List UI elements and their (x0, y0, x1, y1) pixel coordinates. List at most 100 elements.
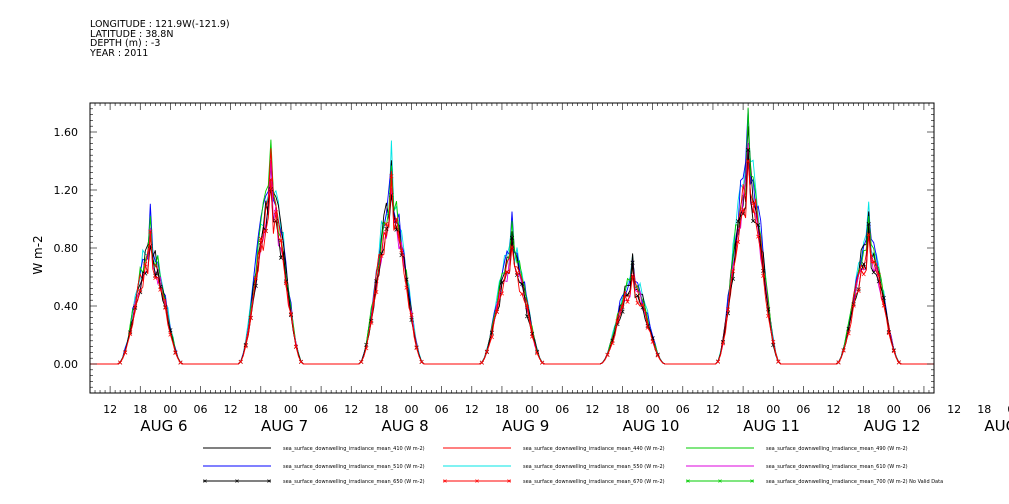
x-hour-tick-label: 00 (1007, 403, 1009, 416)
series-marker-7 (871, 259, 876, 264)
x-day-label: AUG 10 (623, 417, 680, 435)
series-line-5 (90, 142, 934, 365)
year-text: YEAR : 2011 (90, 47, 149, 59)
series-marker-7 (846, 331, 851, 336)
series-line-0 (90, 126, 934, 365)
x-hour-tick-label: 00 (646, 403, 660, 416)
series-marker-7 (158, 287, 163, 292)
series-marker-7 (288, 312, 293, 317)
x-day-label: AUG 13 (984, 417, 1009, 435)
series-marker-6 (399, 253, 404, 258)
series-marker-7 (650, 339, 655, 344)
series-marker-7 (173, 350, 178, 355)
series-marker-7 (856, 288, 861, 294)
series-marker-6 (881, 295, 886, 301)
series-marker-7 (384, 221, 389, 227)
x-hour-tick-label: 18 (977, 403, 991, 416)
y-tick-label: 1.20 (54, 184, 79, 197)
series-marker-7 (896, 360, 901, 365)
series-line-6 (90, 149, 934, 365)
series-marker-7 (876, 273, 881, 278)
series-marker-6 (630, 260, 635, 265)
series-marker-7 (273, 210, 278, 215)
x-hour-tick-label: 00 (405, 403, 419, 416)
series-marker-7 (504, 269, 510, 274)
y-tick-label: 0.80 (54, 242, 79, 255)
series-marker-7 (394, 216, 399, 221)
x-hour-tick-label: 06 (435, 403, 449, 416)
series-marker-7 (771, 339, 776, 344)
legend-label-3: sea_surface_downwelling_irradiance_mean_… (283, 464, 425, 470)
legend-marker-7 (507, 479, 511, 483)
legend-marker-7 (443, 479, 447, 483)
x-hour-tick-label: 12 (103, 403, 117, 416)
x-hour-tick-label: 12 (827, 403, 841, 416)
series-marker-7 (278, 238, 283, 243)
series-marker-7 (776, 359, 781, 364)
series-marker-7 (610, 341, 615, 346)
legend-label-5: sea_surface_downwelling_irradiance_mean_… (766, 464, 908, 470)
series-marker-7 (891, 348, 896, 354)
axes-layer: 12 18 00 06 12 18 00 06 12 18 00 06 12 18 00 06 12 18 00 06… (54, 102, 1009, 435)
x-hour-tick-label: 00 (525, 403, 539, 416)
series-marker-6 (761, 268, 766, 273)
series-marker-7 (379, 253, 384, 258)
x-hour-tick-label: 18 (736, 403, 750, 416)
legend-label-7: sea_surface_downwelling_irradiance_mean_… (523, 479, 665, 485)
series-marker-6 (756, 223, 761, 228)
series-marker-7 (861, 272, 866, 277)
y-tick-label: 0.00 (54, 358, 79, 371)
series-marker-7 (268, 177, 273, 182)
series-marker-7 (525, 304, 530, 309)
series-marker-7 (746, 158, 751, 163)
x-hour-tick-label: 12 (706, 403, 720, 416)
series-marker-7 (851, 303, 856, 308)
x-hour-tick-label: 18 (374, 403, 388, 416)
x-hour-tick-label: 12 (224, 403, 238, 416)
series-marker-7 (886, 331, 891, 336)
series-line-1 (90, 147, 934, 365)
series-marker-7 (620, 304, 625, 309)
x-hour-tick-label: 06 (194, 403, 208, 416)
x-day-label: AUG 9 (502, 417, 549, 435)
series-marker-7 (635, 300, 640, 305)
series-marker-7 (514, 270, 520, 275)
series-marker-7 (138, 288, 143, 293)
series-marker-7 (520, 291, 525, 296)
series-marker-7 (640, 302, 645, 307)
series-marker-7 (248, 316, 253, 321)
series-layer (90, 107, 934, 365)
x-hour-tick-label: 00 (766, 403, 780, 416)
series-marker-7 (283, 281, 288, 286)
series-marker-7 (615, 319, 620, 324)
x-hour-tick-label: 18 (254, 403, 268, 416)
x-hour-tick-label: 06 (555, 403, 569, 416)
legend-marker-7 (475, 479, 479, 483)
series-line-7 (90, 160, 934, 365)
series-marker-7 (731, 269, 736, 274)
series-marker-7 (499, 291, 504, 296)
series-marker-7 (389, 174, 394, 179)
series-marker-7 (414, 345, 419, 351)
series-marker-6 (866, 221, 871, 227)
series-marker-6 (746, 147, 751, 153)
series-marker-7 (655, 353, 660, 358)
series-marker-7 (263, 229, 268, 234)
x-hour-tick-label: 12 (344, 403, 358, 416)
series-marker-7 (725, 307, 731, 312)
legend-label-4: sea_surface_downwelling_irradiance_mean_… (523, 464, 665, 470)
series-marker-7 (238, 359, 243, 364)
series-marker-7 (258, 236, 263, 241)
x-hour-tick-label: 12 (585, 403, 599, 416)
series-marker-7 (625, 299, 630, 304)
x-hour-tick-label: 00 (284, 403, 298, 416)
series-marker-7 (153, 275, 158, 280)
legend-label-1: sea_surface_downwelling_irradiance_mean_… (523, 446, 665, 452)
x-hour-tick-label: 06 (917, 403, 931, 416)
series-marker-7 (881, 303, 886, 308)
x-hour-tick-label: 00 (887, 403, 901, 416)
legend-label-2: sea_surface_downwelling_irradiance_mean_… (766, 446, 908, 452)
x-hour-tick-label: 18 (857, 403, 871, 416)
x-day-label: AUG 7 (261, 417, 308, 435)
